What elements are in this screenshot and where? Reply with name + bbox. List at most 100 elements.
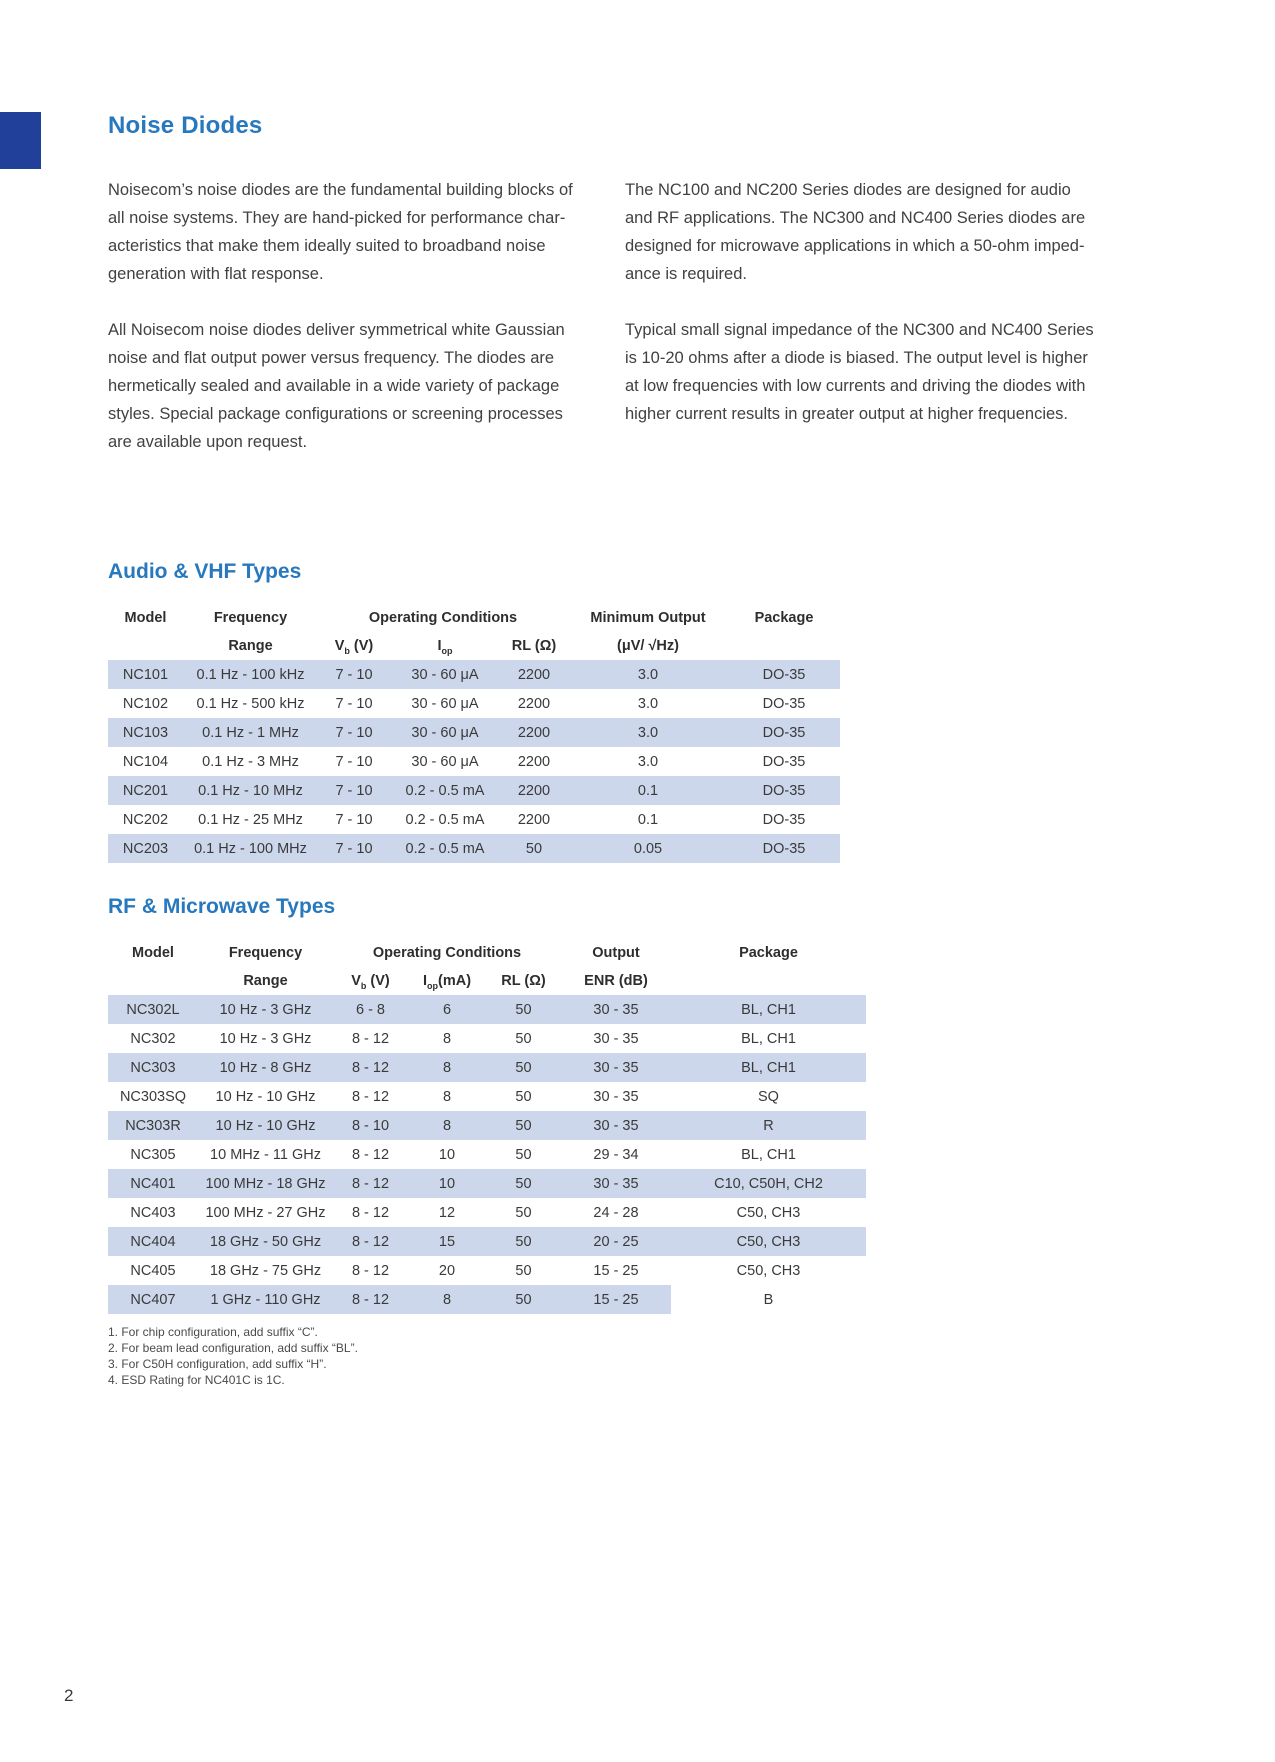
- table-cell: 7 - 10: [335, 811, 373, 828]
- table-cell: 12: [438, 1204, 456, 1221]
- audio-vhf-table: Model Frequency Operating Conditions Min…: [108, 604, 840, 863]
- header-range: Range: [243, 973, 288, 989]
- header-frequency: Frequency: [213, 610, 288, 626]
- table-cell: 30 - 35: [561, 1169, 671, 1198]
- table-row: NC303SQ 10 Hz - 10 GHz 8 - 12 8 50 30 - 35 SQ: [108, 1082, 866, 1111]
- table-cell: 0.1: [637, 811, 659, 828]
- table-cell: C10, C50H, CH2: [671, 1169, 866, 1198]
- header-operating-conditions: Operating Conditions: [368, 610, 518, 626]
- table-cell: 50: [515, 1146, 532, 1163]
- header-cell-empty: [728, 632, 840, 660]
- header-rl: RL (Ω): [501, 973, 546, 989]
- table-row: NC405 18 GHz - 75 GHz 8 - 12 20 50 15 - 25 C50…: [108, 1256, 866, 1285]
- table-cell: 8 - 10: [333, 1111, 408, 1140]
- table-cell: 10 Hz - 10 GHz: [215, 1088, 316, 1105]
- table-cell: 0.1 Hz - 100 MHz: [183, 834, 318, 863]
- table-cell: 10 Hz - 3 GHz: [219, 1030, 312, 1047]
- table-header: Model Frequency Operating Conditions Min…: [108, 604, 840, 660]
- table-cell: DO-35: [728, 776, 840, 805]
- table-cell: 8 - 12: [351, 1088, 390, 1105]
- table-cell: C50, CH3: [671, 1227, 866, 1256]
- table-cell: 10 Hz - 8 GHz: [198, 1053, 333, 1082]
- header-frequency: Frequency: [228, 945, 303, 961]
- footnote: 2. For beam lead configuration, add suff…: [108, 1341, 358, 1355]
- header-package: Package: [754, 610, 814, 626]
- footnote: 3. For C50H configuration, add suffix “H…: [108, 1357, 327, 1371]
- table-cell: BL, CH1: [671, 995, 866, 1024]
- intro-column-left: Noisecom’s noise diodes are the fundamen…: [108, 176, 593, 456]
- table-cell: DO-35: [728, 834, 840, 863]
- header-vb: Vb (V): [351, 973, 390, 991]
- table-cell: 8 - 12: [333, 1169, 408, 1198]
- table-cell: 30 - 35: [561, 1053, 671, 1082]
- table-cell: 50: [515, 1204, 532, 1221]
- table-cell: 10: [438, 1146, 456, 1163]
- table-cell: 2200: [517, 695, 551, 712]
- table-row: NC102 0.1 Hz - 500 kHz 7 - 10 30 - 60 μA 220…: [108, 689, 840, 718]
- table-cell: DO-35: [728, 718, 840, 747]
- table-row: NC201 0.1 Hz - 10 MHz 7 - 10 0.2 - 0.5 mA 22…: [108, 776, 840, 805]
- table-row: NC103 0.1 Hz - 1 MHz 7 - 10 30 - 60 μA 2200 3…: [108, 718, 840, 747]
- table-cell: 0.1 Hz - 3 MHz: [202, 753, 299, 770]
- table-cell: 2200: [517, 811, 551, 828]
- table-body: NC101 0.1 Hz - 100 kHz 7 - 10 30 - 60 μA 220…: [108, 660, 840, 863]
- table-cell: NC407: [108, 1285, 198, 1314]
- table-cell: 1 GHz - 110 GHz: [198, 1285, 333, 1314]
- table-cell: 30 - 60 μA: [411, 753, 479, 770]
- table-cell: 8 - 12: [351, 1030, 390, 1047]
- intro-paragraph: Noisecom’s noise diodes are the fundamen…: [108, 181, 573, 283]
- table-cell: 0.1 Hz - 10 MHz: [183, 776, 318, 805]
- table-cell: NC102: [122, 695, 169, 712]
- table-cell: NC101: [108, 660, 183, 689]
- header-rl: RL (Ω): [511, 638, 557, 654]
- intro-paragraph: Typical small signal impedance of the NC…: [625, 321, 1094, 423]
- table-cell: 7 - 10: [318, 834, 390, 863]
- table-row: NC401 100 MHz - 18 GHz 8 - 12 10 50 30 - 35 C1…: [108, 1169, 866, 1198]
- table-cell: NC302: [130, 1030, 176, 1047]
- table-cell: 50: [500, 834, 568, 863]
- table-cell: DO-35: [728, 660, 840, 689]
- table-cell: 0.2 - 0.5 mA: [390, 834, 500, 863]
- table-row: NC302L 10 Hz - 3 GHz 6 - 8 6 50 30 - 35 BL, CH…: [108, 995, 866, 1024]
- table-cell: NC201: [108, 776, 183, 805]
- intro-paragraph: The NC100 and NC200 Series diodes are de…: [625, 181, 1086, 283]
- header-iop: Iop(mA): [422, 973, 472, 991]
- table-cell: 8 - 12: [351, 1262, 390, 1279]
- table-cell: 50: [486, 995, 561, 1024]
- header-iop: Iop: [437, 638, 453, 656]
- table-cell: 3.0: [637, 695, 659, 712]
- rf-microwave-table: Model Frequency Operating Conditions Out…: [108, 939, 866, 1314]
- table-cell: 15: [408, 1227, 486, 1256]
- table-cell: 24 - 28: [593, 1204, 639, 1221]
- table-cell: NC302L: [108, 995, 198, 1024]
- table-cell: 7 - 10: [335, 695, 373, 712]
- table-cell: 6 - 8: [333, 995, 408, 1024]
- table-cell: 6: [408, 995, 486, 1024]
- table-cell: 8: [442, 1088, 452, 1105]
- table-cell: 10 MHz - 11 GHz: [210, 1146, 321, 1163]
- table-cell: 50: [515, 1088, 532, 1105]
- intro-paragraph: All Noisecom noise diodes deliver symmet…: [108, 321, 565, 451]
- corner-brand-block: [0, 112, 41, 169]
- footnote: 4. ESD Rating for NC401C is 1C.: [108, 1373, 285, 1387]
- table-cell: 8: [408, 1053, 486, 1082]
- table-cell: NC405: [130, 1262, 176, 1279]
- table-cell: 2200: [500, 660, 568, 689]
- table-cell: 29 - 34: [593, 1146, 639, 1163]
- table-cell: NC401: [108, 1169, 198, 1198]
- table-cell: BL, CH1: [741, 1030, 796, 1047]
- table-cell: 15 - 25: [561, 1285, 671, 1314]
- table-cell: NC203: [108, 834, 183, 863]
- table-cell: DO-35: [762, 753, 806, 770]
- table-cell: 0.2 - 0.5 mA: [390, 776, 500, 805]
- table-cell: 30 - 35: [561, 995, 671, 1024]
- table-cell: 8 - 12: [351, 1204, 390, 1221]
- table-cell: 8 - 12: [333, 1227, 408, 1256]
- table-cell: 8 - 12: [351, 1146, 390, 1163]
- header-cell-empty: [108, 632, 183, 660]
- table-cell: 30 - 60 μA: [411, 695, 479, 712]
- intro-column-right: The NC100 and NC200 Series diodes are de…: [625, 176, 1110, 456]
- table-cell: 8: [442, 1030, 452, 1047]
- table-cell: 0.1: [568, 776, 728, 805]
- table-cell: NC303R: [108, 1111, 198, 1140]
